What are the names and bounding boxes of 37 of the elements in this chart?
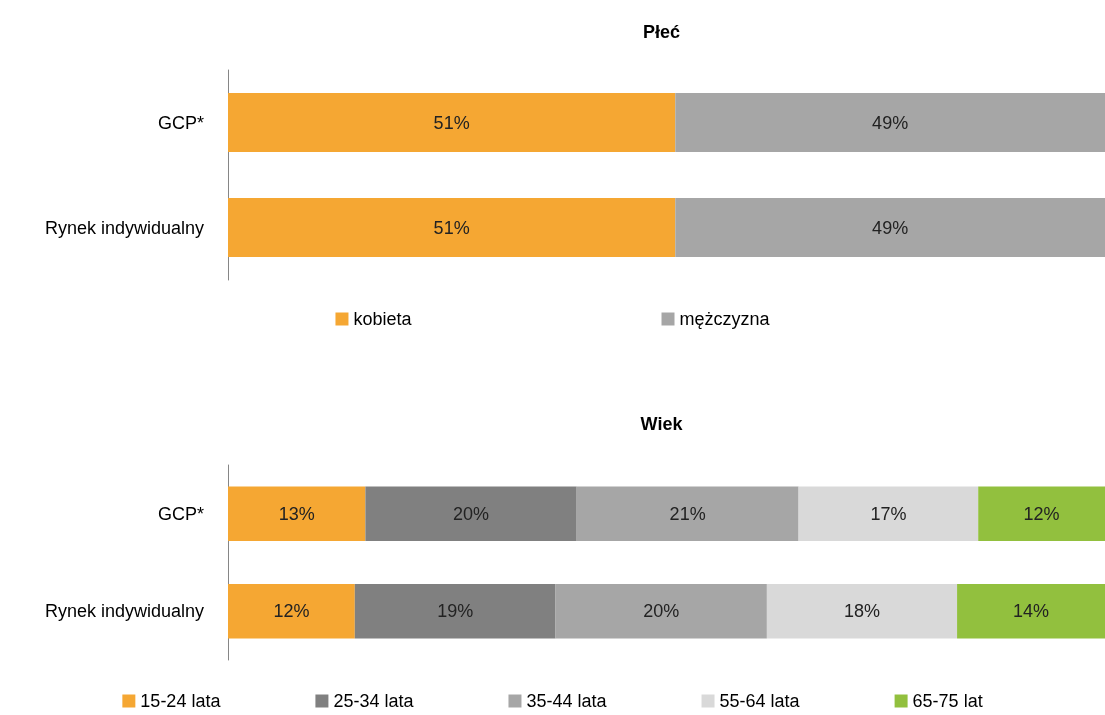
data-label: 14%	[1013, 601, 1050, 622]
y-tick-label: GCP*	[157, 112, 204, 133]
chart-title: Wiek	[640, 414, 684, 434]
data-label: 12%	[1023, 503, 1060, 524]
data-label: 21%	[669, 503, 706, 524]
bar	[555, 583, 767, 639]
y-tick-label: GCP*	[157, 503, 204, 524]
legend-label: 55-64 lata	[719, 691, 801, 711]
y-tick-label: Rynek indywidualny	[44, 217, 204, 238]
data-label: 49%	[872, 112, 909, 133]
legend-label: 35-44 lata	[526, 691, 608, 711]
bar	[766, 583, 958, 639]
data-label: 20%	[453, 503, 490, 524]
bar	[228, 583, 355, 639]
data-label: 51%	[433, 217, 470, 238]
data-label: 13%	[278, 503, 315, 524]
bar	[798, 486, 979, 542]
bar	[957, 583, 1105, 639]
data-label: 18%	[843, 601, 880, 622]
bar	[365, 486, 577, 542]
data-label: 19%	[437, 601, 474, 622]
bar	[576, 486, 799, 542]
data-label: 17%	[870, 503, 907, 524]
legend-label: mężczyzna	[679, 309, 771, 329]
legend-label: 65-75 lat	[912, 691, 983, 711]
bar	[354, 583, 556, 639]
bar	[228, 486, 366, 542]
legend-label: 15-24 lata	[140, 691, 222, 711]
bar	[978, 486, 1105, 542]
data-label: 20%	[643, 601, 680, 622]
legend-label: kobieta	[353, 309, 413, 329]
data-label: 12%	[273, 601, 310, 622]
data-label: 49%	[872, 217, 909, 238]
data-label: 51%	[433, 112, 470, 133]
y-tick-label: Rynek indywidualny	[44, 601, 204, 622]
chart-title: Płeć	[642, 22, 681, 42]
legend-label: 25-34 lata	[333, 691, 415, 711]
